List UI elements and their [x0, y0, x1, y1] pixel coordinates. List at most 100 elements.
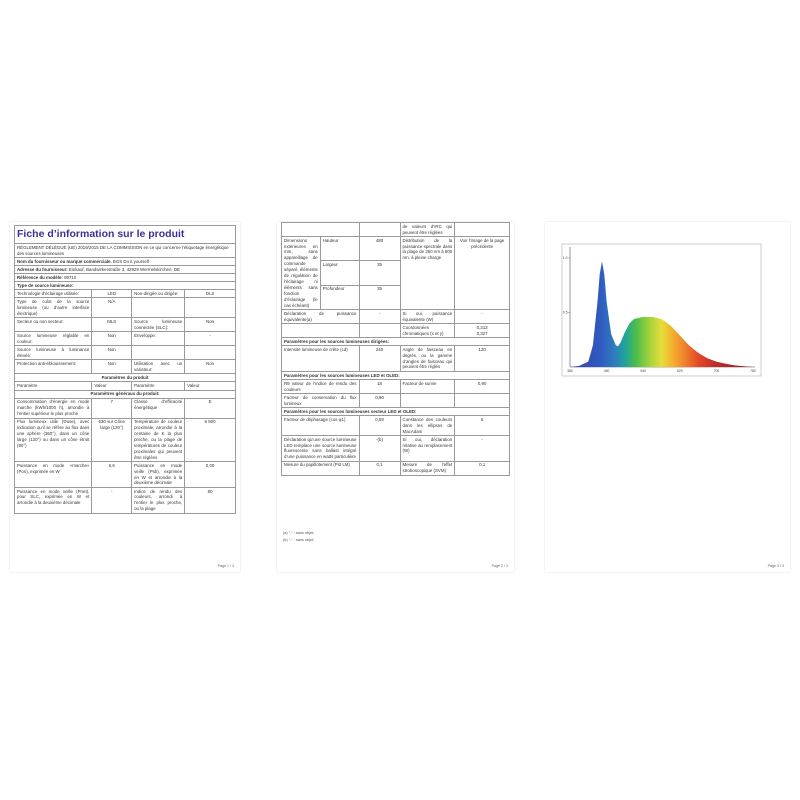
dimension-row: Profondeur 35 [282, 284, 510, 311]
table-cell: Non-dirigée ou dirigée: [131, 289, 186, 299]
continuation-row: de valeurs d’IRC qui peuvent être réglée… [281, 222, 510, 237]
supplier-value: BGS Do it yourself [112, 258, 150, 264]
table-row: Déclaration qu’une source lumineuse LED … [281, 435, 510, 462]
table-cell [454, 393, 510, 409]
table-cell: Facteur de déphasage (cos φ1) [281, 415, 360, 437]
table-cell: 0,90 [358, 393, 401, 409]
column-header-row: Paramètre Valeur Paramètre Valeur [13, 381, 236, 391]
table-row: Facteur de conservation du flux lumineux… [281, 393, 510, 409]
table-row: Source lumineuse à luminance élevée: Non [13, 345, 236, 361]
table-cell [454, 222, 510, 237]
section-heading-row: Paramètres pour les sources lumineuses L… [281, 370, 510, 381]
table-cell: 0,00 [184, 461, 236, 488]
table-cell: 0,1 [454, 460, 510, 476]
table-row: Technologie d’éclairage utilisée: LED Non-… [13, 289, 236, 299]
table-cell: Consommation d’énergie en mode marche (k… [13, 397, 93, 419]
table-cell: E [184, 397, 236, 419]
table-cell: 0,1 [358, 460, 401, 476]
table-cell [358, 222, 401, 237]
table-row: R9 valeur de l’indice de rendu des coule… [281, 379, 510, 395]
table-row: Source lumineuse réglable en couleur: Non… [13, 331, 236, 347]
table-row: Déclaration de puissance équivalente(a) -… [281, 309, 510, 325]
table-cell: Coordonnées chromatiques (x et y) [399, 323, 456, 339]
table-row: Consommation d’énergie en mode marche (k… [13, 397, 236, 419]
section-heading: Paramètres pour les sources lumineuses L… [281, 370, 510, 381]
table-cell: - [91, 486, 133, 514]
table-cell: Type de culot de la source lumineuse (ou… [13, 297, 93, 319]
table-cell: Non [91, 331, 133, 347]
table-cell: Angle de faisceau en degrés, ou la gamme… [399, 345, 456, 372]
table-cell [131, 297, 186, 319]
page-footer: Page 1 / 3 [217, 564, 234, 568]
footnote-b: (b) "-" : sans objet; [283, 538, 315, 542]
table-cell: 0,90 [454, 379, 510, 395]
table-cell: Puissance en mode «marche» (Pon), exprim… [13, 461, 93, 488]
dimension-name: Largeur [319, 260, 360, 286]
table-cell: Protection anti-éblouissement: [13, 359, 93, 375]
table-cell: Intensité lumineuse de crête (cd) [281, 345, 360, 372]
y-tick-label: 1.0 [563, 256, 568, 260]
x-tick-label: 620 [677, 369, 683, 373]
table-cell [399, 393, 456, 409]
table-cell: Source lumineuse connectée (SLC): [131, 317, 186, 333]
table-cell: Flux lumineux utile (Φuse), avec indicat… [13, 417, 93, 463]
table-cell: 240 [358, 345, 401, 372]
address-cell: Adresse du fournisseur: Einkauf, Bandwir… [14, 265, 236, 275]
supplier-label: Nom du fournisseur ou marque commerciale… [17, 258, 112, 264]
table-cell: Non [91, 359, 133, 375]
table-row: Flux lumineux utile (Φuse), avec indicat… [13, 417, 236, 463]
x-tick-label: 460 [604, 369, 610, 373]
page-1: Fiche d’information sur le produit RÈGLEM… [10, 222, 240, 572]
table-cell [281, 222, 360, 237]
table-cell: Source lumineuse à luminance élevée: [13, 345, 93, 361]
table-cell: Technologie d’éclairage utilisée: [13, 289, 93, 299]
table-cell: - [184, 331, 236, 347]
table-cell: Mesure du papillotement (Pst LM) [281, 460, 360, 476]
table-row: Intensité lumineuse de crête (cd) 240 Angl… [281, 345, 510, 372]
column-header: Valeur [184, 381, 236, 391]
dimension-name: Hauteur [319, 235, 360, 262]
table-row: Coordonnées chromatiques (x et y) 0,313 0… [281, 323, 510, 339]
footnotes: (a) "-" : sans objet; (b) "-" : sans obj… [283, 530, 314, 544]
section-heading-row: Paramètres pour les sources lumineuses d… [281, 337, 510, 347]
address-row: Adresse du fournisseur: Einkauf, Bandwir… [14, 265, 236, 275]
table-cell: 18 [358, 379, 401, 395]
table-cell: Source lumineuse réglable en couleur: [13, 331, 93, 347]
model-cell: Référence du modèle: 99710 [14, 273, 236, 283]
table-cell: - [454, 435, 510, 462]
table-cell: MLS [91, 317, 133, 333]
section-heading: Type de source lumineuse: [14, 281, 236, 291]
dimension-value: 35 [358, 260, 401, 286]
table-cell: Facteur de survie [399, 379, 456, 395]
table-row: Puissance en mode veille (Pnet), pour SL… [13, 486, 236, 514]
table-cell: R9 valeur de l’indice de rendu des coule… [281, 379, 360, 395]
table-cell: 630 sur Cône large (120°) [91, 417, 133, 463]
table-cell: Si oui, déclaration relative au remplace… [399, 435, 456, 462]
table-cell: N/A [91, 297, 133, 319]
table-row: Secteur ou non secteur: MLS Source lumineu… [13, 317, 236, 333]
table-cell: Température de couleur proximale, arrond… [131, 417, 186, 463]
table-row: Facteur de déphasage (cos φ1) 0,59 Constan… [281, 415, 510, 437]
table-cell: 6,6 [91, 461, 133, 488]
table-cell: - [358, 309, 401, 325]
page-footer: Page 3 / 3 [767, 564, 784, 568]
page-3: 380 460 540 620 700 780 0.5 1.0 Page 3 / 3 [545, 222, 790, 572]
table-cell: 6 500 [184, 417, 236, 463]
table-cell: Utilisation avec un variateur: [131, 359, 186, 375]
supplier-cell: Nom du fournisseur ou marque commerciale… [14, 256, 236, 267]
table-cell: - [454, 309, 510, 325]
spectrum-area [570, 261, 753, 367]
table-cell: de valeurs d’IRC qui peuvent être réglée… [399, 222, 456, 237]
column-header: Valeur [91, 381, 133, 391]
table-cell: 0,313 0,327 [454, 323, 510, 339]
column-header: Paramètre [13, 381, 93, 391]
table-cell: Mesure de l’effet stroboscopique (SVM) [399, 460, 456, 476]
section-heading: Paramètres généraux du produit: [14, 389, 236, 399]
product-info-table-continued: de valeurs d’IRC qui peuvent être réglée… [281, 222, 510, 476]
table-cell: Non [184, 317, 236, 333]
dimensions-label: Dimensions extérieures en mm, sans appar… [281, 235, 321, 311]
model-row: Référence du modèle: 99710 [14, 273, 236, 283]
table-cell: 80 [184, 486, 236, 514]
table-cell: Déclaration qu’une source lumineuse LED … [281, 435, 360, 462]
model-label: Référence du modèle: [17, 274, 63, 280]
